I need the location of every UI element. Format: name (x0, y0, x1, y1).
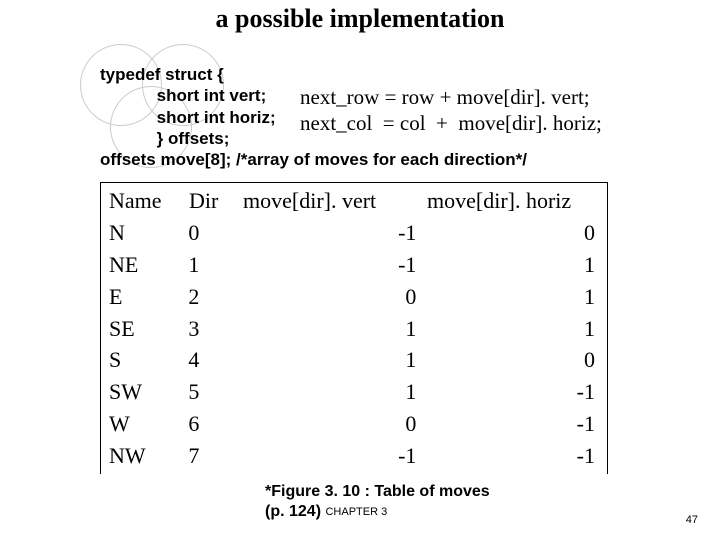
cell-dir: 6 (188, 408, 238, 440)
th-dir: Dir (189, 185, 239, 217)
table-row: NE 1 -1 1 (109, 249, 599, 281)
caption-line-1: *Figure 3. 10 : Table of moves (265, 483, 490, 500)
table-header-row: Name Dir move[dir]. vert move[dir]. hori… (109, 185, 599, 217)
table-row: E 2 0 1 (109, 281, 599, 313)
eq-line-2: next_col = col + move[dir]. horiz; (300, 111, 602, 135)
th-name: Name (109, 185, 189, 217)
cell-horiz: 0 (426, 217, 599, 249)
cell-name: E (109, 281, 188, 313)
cell-horiz: -1 (426, 408, 599, 440)
table-row: W 6 0 -1 (109, 408, 599, 440)
eq-line-1: next_row = row + move[dir]. vert; (300, 85, 590, 109)
cell-name: N (109, 217, 188, 249)
cell-dir: 3 (188, 313, 238, 345)
cell-vert: 0 (238, 281, 427, 313)
th-horiz: move[dir]. horiz (423, 185, 597, 217)
cell-vert: -1 (238, 440, 427, 472)
table-row: S 4 1 0 (109, 344, 599, 376)
cell-dir: 7 (188, 440, 238, 472)
caption-line-2-pre: (p. 124) (265, 503, 325, 520)
cell-vert: 1 (238, 313, 427, 345)
equations: next_row = row + move[dir]. vert; next_c… (300, 84, 602, 137)
code-line-5: offsets move[8]; /*array of moves for ea… (100, 150, 527, 169)
cell-horiz: -1 (426, 376, 599, 408)
cell-dir: 0 (188, 217, 238, 249)
cell-vert: 0 (238, 408, 427, 440)
cell-dir: 2 (188, 281, 238, 313)
code-line-3: short int horiz; (100, 108, 276, 127)
cell-vert: -1 (238, 249, 427, 281)
cell-horiz: 1 (426, 281, 599, 313)
code-line-2: short int vert; (100, 86, 266, 105)
cell-dir: 1 (188, 249, 238, 281)
cell-horiz: -1 (426, 440, 599, 472)
cell-horiz: 1 (426, 249, 599, 281)
cell-name: W (109, 408, 188, 440)
cell-vert: 1 (238, 376, 427, 408)
cell-name: NW (109, 440, 188, 472)
cell-dir: 5 (188, 376, 238, 408)
cell-vert: 1 (238, 344, 427, 376)
cell-vert: -1 (238, 217, 427, 249)
table-row: SE 3 1 1 (109, 313, 599, 345)
table-row: SW 5 1 -1 (109, 376, 599, 408)
table-row: NW 7 -1 -1 (109, 440, 599, 472)
code-line-4: } offsets; (100, 129, 229, 148)
cell-horiz: 1 (426, 313, 599, 345)
cell-dir: 4 (188, 344, 238, 376)
th-vert: move[dir]. vert (239, 185, 423, 217)
slide-title: a possible implementation (0, 4, 720, 34)
figure-caption: *Figure 3. 10 : Table of moves (p. 124) … (265, 482, 490, 522)
table-row: N 0 -1 0 (109, 217, 599, 249)
cell-horiz: 0 (426, 344, 599, 376)
cell-name: NE (109, 249, 188, 281)
cell-name: SW (109, 376, 188, 408)
moves-table: Name Dir move[dir]. vert move[dir]. hori… (100, 182, 608, 474)
code-line-1: typedef struct { (100, 65, 224, 84)
caption-chapter: CHAPTER 3 (325, 506, 387, 518)
cell-name: S (109, 344, 188, 376)
cell-name: SE (109, 313, 188, 345)
page-number: 47 (686, 514, 698, 526)
